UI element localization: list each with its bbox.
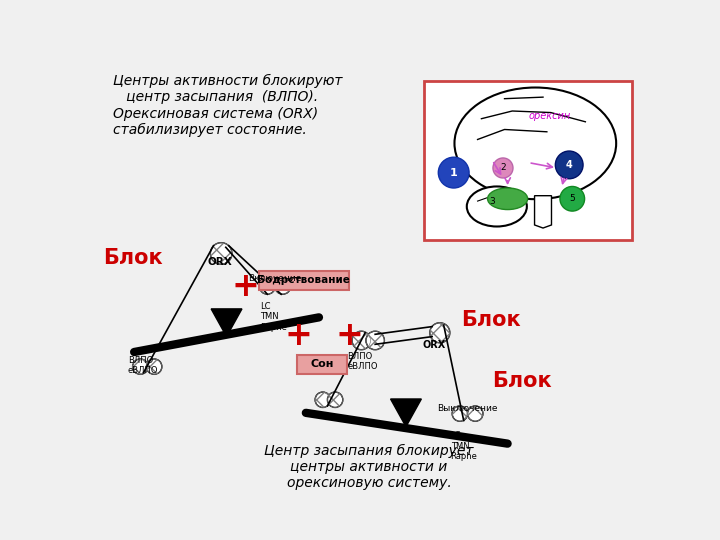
Text: Блок: Блок: [492, 372, 552, 392]
FancyBboxPatch shape: [423, 81, 631, 240]
Circle shape: [210, 242, 232, 264]
Text: ВЛПО
еВЛПО: ВЛПО еВЛПО: [348, 352, 378, 372]
Text: Сон: Сон: [310, 359, 333, 369]
Text: LC
TMN
Raphe: LC TMN Raphe: [451, 431, 477, 461]
Circle shape: [132, 359, 148, 374]
Circle shape: [275, 279, 290, 294]
Circle shape: [146, 359, 162, 374]
Text: Центр засыпания блокирует
центры активности и
орексиновую систему.: Центр засыпания блокирует центры активно…: [264, 444, 474, 490]
Text: Блок: Блок: [462, 309, 521, 329]
Text: +: +: [336, 319, 364, 352]
Text: ORX: ORX: [207, 258, 232, 267]
Text: 5: 5: [570, 194, 575, 203]
Text: Блок: Блок: [104, 248, 163, 268]
Circle shape: [352, 331, 371, 350]
Circle shape: [260, 279, 275, 294]
FancyBboxPatch shape: [259, 271, 349, 289]
Text: орексин: орексин: [528, 111, 570, 122]
Circle shape: [555, 151, 583, 179]
Circle shape: [467, 406, 483, 421]
FancyArrow shape: [534, 195, 552, 228]
Circle shape: [438, 157, 469, 188]
Circle shape: [493, 158, 513, 178]
Circle shape: [315, 392, 330, 408]
Text: Включение: Включение: [248, 274, 302, 284]
Text: ORX: ORX: [423, 340, 446, 350]
Text: ВЛПО
еВЛПО: ВЛПО еВЛПО: [128, 356, 158, 375]
Ellipse shape: [467, 186, 527, 226]
Circle shape: [452, 406, 467, 421]
Text: 4: 4: [566, 160, 572, 170]
Text: LC
TMN
Raphe: LC TMN Raphe: [260, 302, 287, 332]
Circle shape: [366, 331, 384, 350]
Circle shape: [560, 186, 585, 211]
Text: 1: 1: [450, 167, 458, 178]
Polygon shape: [211, 309, 242, 336]
Text: +: +: [284, 319, 312, 352]
Text: +: +: [232, 271, 260, 303]
Text: Центры активности блокируют
   центр засыпания  (ВЛПО).
Орексиновая система (ORX: Центры активности блокируют центр засыпа…: [113, 74, 343, 137]
Ellipse shape: [487, 188, 528, 210]
Text: 3: 3: [490, 197, 495, 206]
Text: 2: 2: [500, 164, 505, 172]
Polygon shape: [390, 399, 421, 427]
Ellipse shape: [454, 87, 616, 199]
Text: Бодрствование: Бодрствование: [257, 275, 350, 286]
FancyBboxPatch shape: [297, 355, 346, 374]
Circle shape: [430, 323, 450, 343]
Circle shape: [328, 392, 343, 408]
Text: Выключение: Выключение: [437, 403, 498, 413]
